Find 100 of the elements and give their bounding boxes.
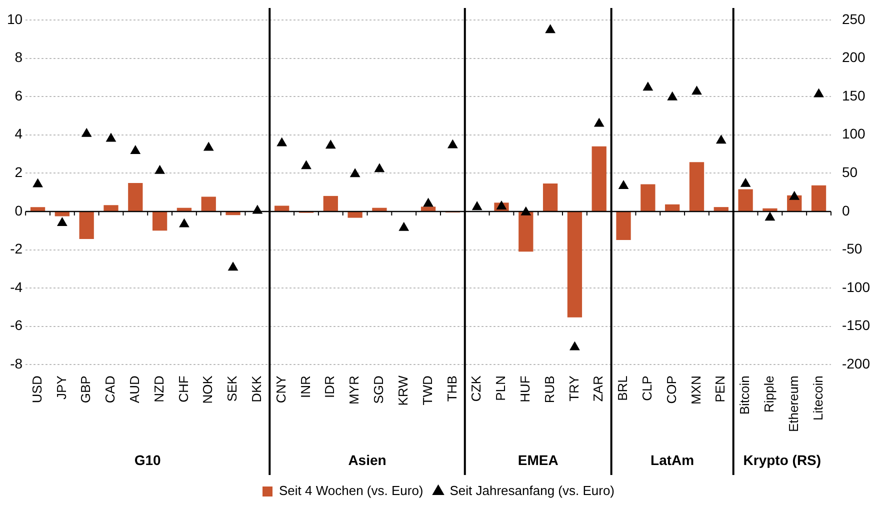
y2-tick-label: 200	[842, 49, 866, 66]
bar	[226, 212, 240, 216]
y-tick-label: 0	[14, 202, 23, 218]
point	[716, 135, 726, 144]
point	[399, 222, 409, 231]
x-tick-label: CHF	[176, 376, 191, 402]
x-tick-label: SGD	[371, 376, 386, 404]
text: EMEA	[518, 452, 558, 468]
bar	[104, 205, 118, 211]
text: Asien	[348, 452, 386, 468]
y-tick-label: 6	[14, 87, 23, 104]
point	[179, 218, 190, 228]
y-tick-label: 2	[14, 164, 23, 180]
y2-tick-label: 250	[842, 10, 866, 27]
y-tick-label: 10	[6, 10, 23, 27]
point	[154, 165, 165, 174]
bar	[518, 212, 534, 252]
x-tick-label: BRL	[615, 376, 630, 401]
y2-tick-label: 50	[842, 164, 858, 180]
bar	[420, 206, 436, 211]
y2-tick-label: 150	[842, 87, 866, 104]
text: Krypto (RS)	[743, 452, 822, 468]
bar	[616, 212, 631, 240]
bar	[348, 212, 362, 218]
point	[618, 180, 628, 189]
x-tick-label: SEK	[224, 375, 240, 402]
point	[472, 202, 482, 210]
y-tick-label: 4	[14, 126, 23, 142]
bar	[567, 212, 582, 318]
x-tick-label: HUF	[517, 376, 532, 402]
point	[423, 198, 434, 207]
point	[594, 118, 604, 127]
y-tick-label: -6	[10, 317, 23, 334]
point	[228, 262, 238, 271]
x-tick-label: KRW	[395, 374, 410, 406]
x-tick-label: CAD	[102, 376, 118, 404]
y-tick-label: 8	[14, 49, 23, 66]
x-tick-label: COP	[664, 376, 679, 404]
x-tick-label: USD	[29, 376, 44, 404]
point	[765, 212, 775, 221]
point	[32, 178, 43, 188]
point	[496, 200, 506, 210]
x-tick-label: NOK	[200, 375, 216, 404]
point	[350, 168, 360, 178]
point	[545, 24, 556, 34]
legend-label: Seit Jahresanfang (vs. Euro)	[450, 483, 615, 498]
x-tick-label: Bitcoin	[737, 376, 752, 415]
x-tick-label: TWD	[420, 376, 435, 406]
point	[740, 178, 750, 187]
bar	[714, 207, 728, 211]
point	[277, 138, 287, 146]
x-tick-label: Ripple	[762, 376, 777, 412]
point	[668, 92, 678, 100]
point	[814, 88, 824, 98]
point	[374, 164, 384, 172]
x-tick-label: GBP	[78, 376, 94, 404]
y2-tick-label: 0	[842, 202, 850, 218]
x-tick-label: CNY	[273, 375, 288, 404]
x-tick-label: TRY	[566, 375, 582, 402]
x-tick-label: ZAR	[590, 376, 606, 402]
point	[57, 217, 68, 226]
x-tick-label: PLN	[493, 376, 508, 401]
bar	[79, 212, 94, 240]
bar	[372, 208, 387, 211]
bar	[323, 196, 338, 211]
bar	[30, 207, 46, 211]
point	[204, 142, 214, 151]
x-tick-label: IDR	[322, 376, 338, 398]
point	[521, 206, 531, 216]
point	[448, 140, 458, 148]
bar	[201, 196, 216, 211]
x-tick-label: Ethereum	[786, 376, 801, 432]
legend-label: Seit 4 Wochen (vs. Euro)	[278, 483, 424, 498]
point	[570, 342, 580, 350]
x-tick-label: NZD	[151, 376, 166, 402]
text: LatAm	[650, 452, 694, 468]
x-tick-label: INR	[298, 376, 313, 398]
bar	[738, 189, 753, 212]
y-tick-label: -4	[10, 278, 23, 295]
text: G10	[134, 452, 162, 468]
x-tick-label: PEN	[712, 376, 728, 402]
x-tick-label: MYR	[346, 376, 362, 405]
y2-tick-label: -200	[842, 356, 870, 372]
y2-tick-label: -50	[842, 240, 862, 257]
bar	[665, 204, 680, 211]
x-tick-label: DKK	[249, 375, 264, 402]
bar	[274, 206, 290, 211]
bar	[542, 184, 558, 211]
y2-tick-label: -100	[842, 278, 870, 295]
point	[82, 128, 92, 137]
point	[106, 133, 116, 142]
point	[692, 86, 702, 95]
bar	[176, 208, 192, 211]
x-tick-label: JPY	[54, 375, 69, 400]
bar	[152, 212, 168, 231]
y-tick-label: -2	[10, 240, 23, 257]
y2-tick-label: -150	[842, 317, 870, 334]
bar	[128, 182, 143, 211]
y2-tick-label: 100	[842, 126, 866, 142]
point	[643, 82, 653, 91]
